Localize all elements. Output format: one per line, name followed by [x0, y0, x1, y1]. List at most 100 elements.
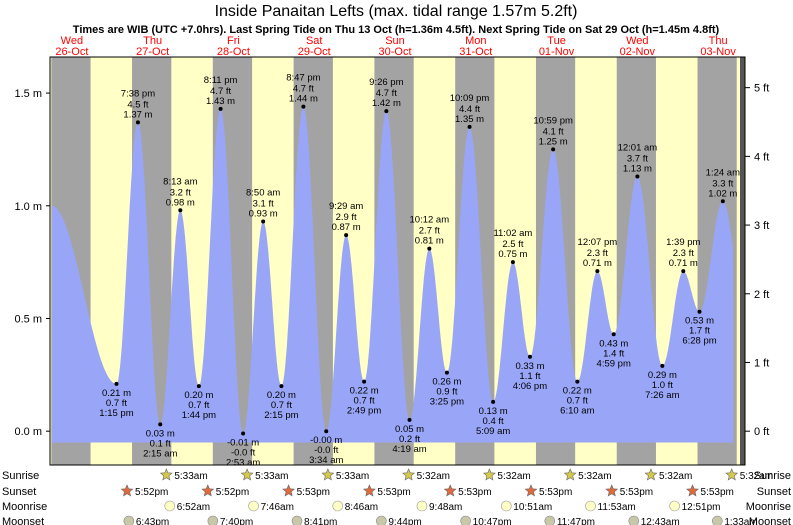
- sunrise-time: 5:32am: [497, 471, 530, 482]
- moonrise-time: 6:52am: [177, 502, 210, 513]
- moonset-icon: [544, 515, 556, 525]
- day-date: 30-Oct: [378, 46, 411, 58]
- sun-moon-table: Sunrise Sunrise Sunset Sunset Moonrise Moonri…: [2, 468, 791, 525]
- astro-row-label-left: Moonrise: [2, 501, 47, 513]
- tide-time-label: 2:49 pm: [347, 406, 381, 417]
- astro-row-label-left: Sunset: [2, 486, 36, 498]
- tide-m-label: 0.21 m: [102, 388, 131, 399]
- high-tide-marker: 1:39 pm2.3 ft0.71 m: [666, 237, 701, 274]
- tide-point: [427, 246, 432, 251]
- tide-ft-label: 3.7 ft: [627, 153, 648, 164]
- moonrise-icon: [669, 500, 680, 512]
- sunrise-time: 5:33am: [174, 471, 207, 482]
- tide-ft-label: 4.7 ft: [376, 88, 397, 99]
- astro-row-label-right: Moonset: [749, 516, 791, 525]
- tide-time-label: 10:09 pm: [450, 93, 490, 104]
- tide-time-label: 6:28 pm: [682, 336, 716, 347]
- sunset-icon: [282, 484, 296, 497]
- sunrise-icon: [563, 468, 577, 481]
- tide-m-label: 0.43 m: [599, 338, 628, 349]
- day-of-week: Wed: [626, 35, 648, 47]
- sunset-icon: [362, 484, 376, 497]
- low-tide-marker: 0.22 m0.7 ft2:49 pm: [347, 379, 381, 417]
- tide-ft-label: 2.7 ft: [419, 226, 440, 237]
- tide-m-label: 0.22 m: [563, 386, 592, 397]
- tide-ft-label: 0.7 ft: [567, 396, 588, 407]
- tide-time-label: 12:07 pm: [578, 237, 618, 248]
- sunrise-icon: [402, 468, 416, 481]
- moonset-icon: [376, 515, 387, 525]
- tide-m-label: 0.71 m: [669, 258, 698, 269]
- low-tide-marker: -0.00 m-0.0 ft3:34 am: [309, 429, 343, 466]
- tide-m-label: 0.03 m: [146, 428, 175, 439]
- tide-m-label: 1.35 m: [455, 114, 484, 125]
- tide-ft-label: 1.7 ft: [689, 326, 710, 337]
- tide-time-label: 7:26 am: [645, 390, 679, 401]
- astro-row-label-right: Sunset: [757, 486, 791, 498]
- moonrise-icon: [248, 500, 259, 512]
- moonset-icon: [628, 515, 640, 525]
- sunrise-time: 5:33am: [336, 471, 369, 482]
- tide-m-label: 0.98 m: [166, 197, 195, 208]
- right-edge-bar: [740, 57, 745, 465]
- moonrise-time: 12:51pm: [682, 502, 721, 513]
- tide-m-label: 0.53 m: [685, 316, 714, 327]
- day-date: 27-Oct: [136, 46, 169, 58]
- tide-ft-label: -0.0 ft: [314, 445, 339, 456]
- moonrise-icon: [585, 500, 596, 512]
- day-of-week: Sun: [385, 35, 405, 47]
- tide-ft-label: 1.1 ft: [519, 371, 540, 382]
- moonrise-icon: [332, 500, 344, 512]
- astro-row-label-right: Moonrise: [746, 501, 791, 513]
- sunset-icon: [605, 484, 619, 497]
- tide-m-label: -0.01 m: [227, 437, 259, 448]
- low-tide-marker: 0.03 m0.1 ft2:15 am: [143, 422, 177, 459]
- sunrise-time: 5:32am: [578, 471, 611, 482]
- tide-ft-label: 2.9 ft: [336, 212, 357, 223]
- high-tide-marker: 10:12 am2.7 ft0.81 m: [410, 215, 449, 251]
- sunset-icon: [201, 484, 215, 497]
- moonset-time: 11:47pm: [557, 517, 595, 525]
- y-tick-label-m: 0.0 m: [14, 426, 42, 438]
- y-tick-label-m: 1.0 m: [14, 201, 42, 213]
- day-headers: Wed26-OctThu27-OctFri28-OctSat29-OctSun3…: [55, 35, 736, 58]
- day-of-week: Mon: [465, 35, 486, 47]
- tide-point: [697, 309, 702, 314]
- day-date: 02-Nov: [620, 46, 656, 58]
- sunset-time: 5:52pm: [216, 487, 249, 498]
- y-tick-label-ft: 3 ft: [754, 220, 769, 232]
- astro-row-label-left: Moonset: [2, 516, 44, 525]
- astro-row-label-right: Sunrise: [754, 470, 791, 482]
- sunset-time: 5:53pm: [539, 487, 572, 498]
- tide-time-label: 1:39 pm: [666, 237, 700, 248]
- tide-ft-label: 0.2 ft: [399, 434, 420, 445]
- y-tick-label-m: 1.5 m: [14, 88, 42, 100]
- high-tide-marker: 10:59 pm4.1 ft1.25 m: [533, 115, 573, 152]
- tide-time-label: 4:06 pm: [513, 381, 547, 392]
- moonrise-icon: [500, 500, 512, 512]
- tide-time-label: 9:29 am: [329, 201, 363, 212]
- tide-ft-label: 3.2 ft: [170, 187, 191, 198]
- moonset-time: 12:43am: [641, 517, 680, 525]
- sunset-time: 5:53pm: [701, 487, 734, 498]
- day-of-week: Sat: [306, 35, 323, 47]
- tide-time-label: 7:38 pm: [121, 88, 155, 99]
- y-tick-label-ft: 4 ft: [754, 151, 769, 163]
- day-of-week: Fri: [227, 35, 240, 47]
- tide-point: [510, 260, 515, 265]
- moonset-icon: [207, 515, 219, 525]
- low-tide-marker: 0.22 m0.7 ft6:10 am: [560, 379, 595, 417]
- tide-m-label: 0.29 m: [648, 370, 677, 381]
- high-tide-marker: 12:01 am3.7 ft1.13 m: [618, 142, 657, 179]
- moonset-time: 6:43pm: [136, 517, 169, 525]
- tide-time-label: 4:59 pm: [597, 358, 631, 369]
- tide-m-label: 0.13 m: [479, 406, 508, 417]
- high-tide-marker: 1:24 am3.3 ft1.02 m: [706, 167, 740, 204]
- high-tide-marker: 9:26 pm4.7 ft1.42 m: [369, 77, 404, 114]
